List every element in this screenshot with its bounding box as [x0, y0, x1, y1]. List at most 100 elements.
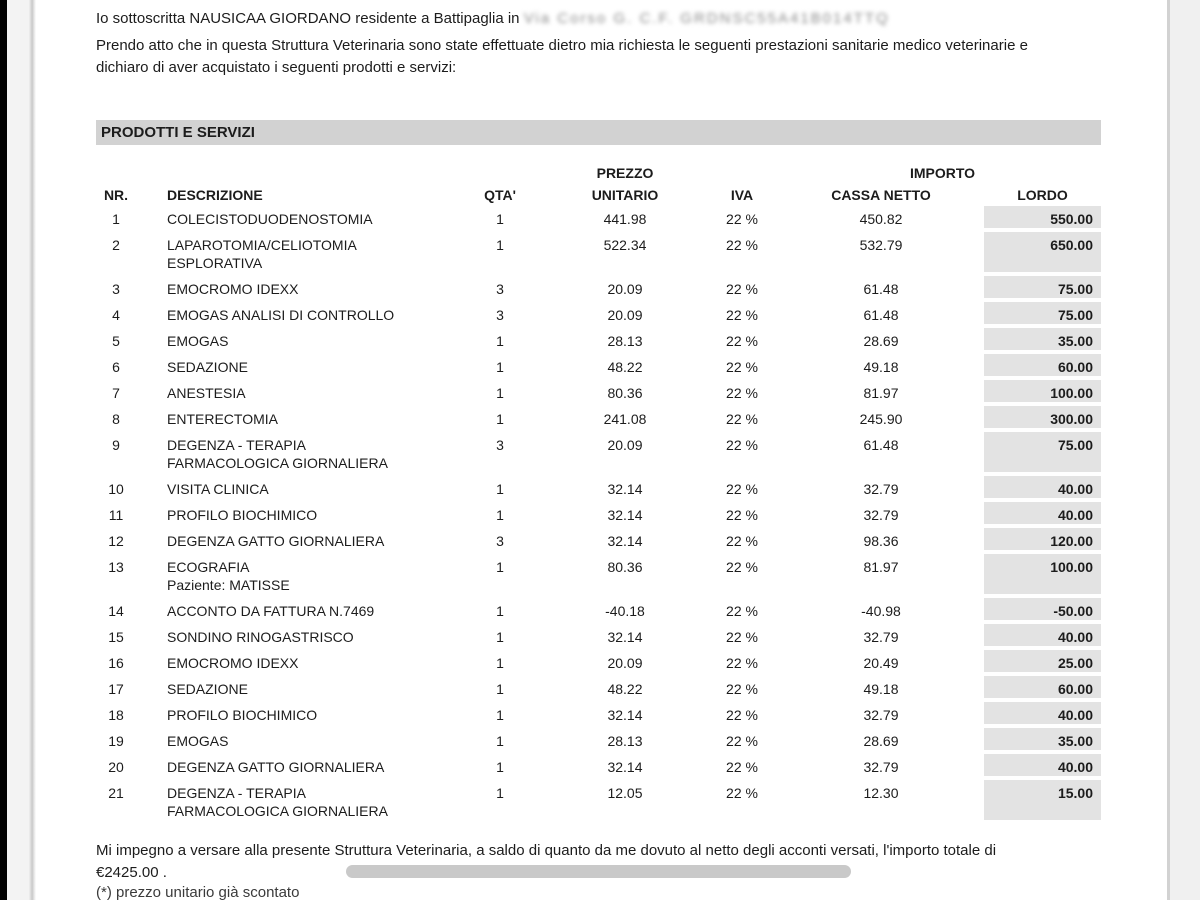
- intro-line-1: Io sottoscritta NAUSICAA GIORDANO reside…: [96, 8, 1101, 30]
- row-number-cell: 12: [108, 533, 124, 549]
- row-number-cell: 18: [108, 707, 124, 723]
- table-row: 8 ENTERECTOMIA 1 241.08 22 % 245.90 300.00: [96, 406, 1102, 432]
- unit-price-cell: 32.14: [607, 533, 643, 549]
- column-group-importo: IMPORTO: [909, 165, 976, 181]
- quantity-cell: 1: [496, 333, 504, 349]
- vat-cell: 22 %: [726, 481, 758, 497]
- gross-amount-cell: 75.00: [984, 432, 1102, 476]
- row-number-cell: 20: [108, 759, 124, 775]
- net-amount-cell: 32.79: [863, 759, 899, 775]
- vat-cell: 22 %: [726, 507, 758, 523]
- description-cell: ACCONTO DA FATTURA N.7469: [136, 598, 470, 624]
- net-amount-cell: 49.18: [863, 359, 899, 375]
- gross-amount-cell: 100.00: [984, 554, 1102, 598]
- vat-cell: 22 %: [726, 681, 758, 697]
- gross-amount-cell: 35.00: [984, 328, 1102, 354]
- net-amount-cell: 28.69: [863, 333, 899, 349]
- quantity-cell: 1: [496, 681, 504, 697]
- quantity-cell: 3: [496, 307, 504, 323]
- column-header-descrizione: DESCRIZIONE: [167, 187, 263, 203]
- intro-line-1-text: Io sottoscritta NAUSICAA GIORDANO reside…: [96, 10, 524, 27]
- table-row: 5 EMOGAS 1 28.13 22 % 28.69 35.00: [96, 328, 1102, 354]
- vat-cell: 22 %: [726, 629, 758, 645]
- quantity-cell: 3: [496, 533, 504, 549]
- gross-amount-cell: 40.00: [984, 754, 1102, 780]
- unit-price-cell: 20.09: [607, 437, 643, 453]
- table-row: 15 SONDINO RINOGASTRISCO 1 32.14 22 % 32.79 40…: [96, 624, 1102, 650]
- document-page: Io sottoscritta NAUSICAA GIORDANO reside…: [36, 0, 1167, 900]
- quantity-cell: 1: [496, 411, 504, 427]
- row-number-cell: 8: [112, 411, 120, 427]
- description-line: DEGENZA GATTO GIORNALIERA: [167, 533, 385, 549]
- net-amount-cell: 12.30: [863, 785, 899, 801]
- row-number-cell: 4: [112, 307, 120, 323]
- page-right-margin: [1170, 0, 1200, 900]
- row-number-cell: 11: [108, 507, 124, 523]
- unit-price-cell: -40.18: [605, 603, 645, 619]
- table-row: 13 ECOGRAFIA Paziente: MATISSE 1 80.36 22 % 81…: [96, 554, 1102, 598]
- table-row: 7 ANESTESIA 1 80.36 22 % 81.97 100.00: [96, 380, 1102, 406]
- description-line-2: FARMACOLOGICA GIORNALIERA: [167, 455, 388, 471]
- description-cell: PROFILO BIOCHIMICO: [136, 702, 470, 728]
- vat-cell: 22 %: [726, 559, 758, 575]
- description-cell: COLECISTODUODENOSTOMIA: [136, 206, 470, 232]
- unit-price-cell: 28.13: [607, 733, 643, 749]
- vat-cell: 22 %: [726, 785, 758, 801]
- row-number-cell: 1: [112, 211, 120, 227]
- quantity-cell: 1: [496, 385, 504, 401]
- quantity-cell: 3: [496, 437, 504, 453]
- unit-price-cell: 80.36: [607, 385, 643, 401]
- row-number-cell: 13: [108, 559, 124, 575]
- column-header-nr: NR.: [103, 187, 129, 203]
- redaction-bar: [345, 865, 851, 878]
- quantity-cell: 1: [496, 603, 504, 619]
- vat-cell: 22 %: [726, 211, 758, 227]
- page-left-shadow: [29, 0, 36, 900]
- column-header-iva: IVA: [730, 187, 754, 203]
- net-amount-cell: 32.79: [863, 507, 899, 523]
- page-left-margin: [7, 0, 29, 900]
- commitment-footer: Mi impegno a versare alla presente Strut…: [96, 840, 1101, 900]
- row-number-cell: 19: [108, 733, 124, 749]
- description-line: SEDAZIONE: [167, 681, 248, 697]
- description-cell: DEGENZA - TERAPIA FARMACOLOGICA GIORNALIE…: [136, 432, 470, 476]
- column-header-cassa-netto: CASSA NETTO: [831, 187, 931, 203]
- unit-price-cell: 441.98: [603, 211, 647, 227]
- description-cell: VISITA CLINICA: [136, 476, 470, 502]
- gross-amount-cell: 25.00: [984, 650, 1102, 676]
- net-amount-cell: 81.97: [863, 385, 899, 401]
- gross-amount-cell: 15.00: [984, 780, 1102, 824]
- row-number-cell: 6: [112, 359, 120, 375]
- vat-cell: 22 %: [726, 307, 758, 323]
- net-amount-cell: 32.79: [863, 707, 899, 723]
- gross-amount-cell: 75.00: [984, 302, 1102, 328]
- description-cell: DEGENZA - TERAPIA FARMACOLOGICA GIORNALIE…: [136, 780, 470, 824]
- net-amount-cell: 32.79: [863, 481, 899, 497]
- row-number-cell: 5: [112, 333, 120, 349]
- quantity-cell: 1: [496, 707, 504, 723]
- description-line: SONDINO RINOGASTRISCO: [167, 629, 354, 645]
- description-line: COLECISTODUODENOSTOMIA: [167, 211, 373, 227]
- table-row: 1 COLECISTODUODENOSTOMIA 1 441.98 22 % 450.82…: [96, 206, 1102, 232]
- unit-price-cell: 20.09: [607, 655, 643, 671]
- vat-cell: 22 %: [726, 533, 758, 549]
- table-row: 19 EMOGAS 1 28.13 22 % 28.69 35.00: [96, 728, 1102, 754]
- unit-price-cell: 241.08: [603, 411, 647, 427]
- gross-amount-cell: 60.00: [984, 676, 1102, 702]
- vat-cell: 22 %: [726, 759, 758, 775]
- description-cell: SEDAZIONE: [136, 354, 470, 380]
- row-number-cell: 10: [108, 481, 124, 497]
- vat-cell: 22 %: [726, 733, 758, 749]
- column-header-unitario: UNITARIO: [591, 187, 659, 203]
- net-amount-cell: 49.18: [863, 681, 899, 697]
- unit-price-cell: 32.14: [607, 759, 643, 775]
- quantity-cell: 1: [496, 359, 504, 375]
- description-line: PROFILO BIOCHIMICO: [167, 507, 318, 523]
- unit-price-cell: 48.22: [607, 359, 643, 375]
- net-amount-cell: 450.82: [859, 211, 903, 227]
- gross-amount-cell: 40.00: [984, 476, 1102, 502]
- column-group-prezzo: PREZZO: [596, 165, 654, 181]
- description-cell: ECOGRAFIA Paziente: MATISSE: [136, 554, 470, 598]
- description-line: ECOGRAFIA: [167, 559, 250, 575]
- products-table-header: PREZZO IMPORTO NR. DESCRIZIONE QTA' UNIT…: [96, 162, 1101, 206]
